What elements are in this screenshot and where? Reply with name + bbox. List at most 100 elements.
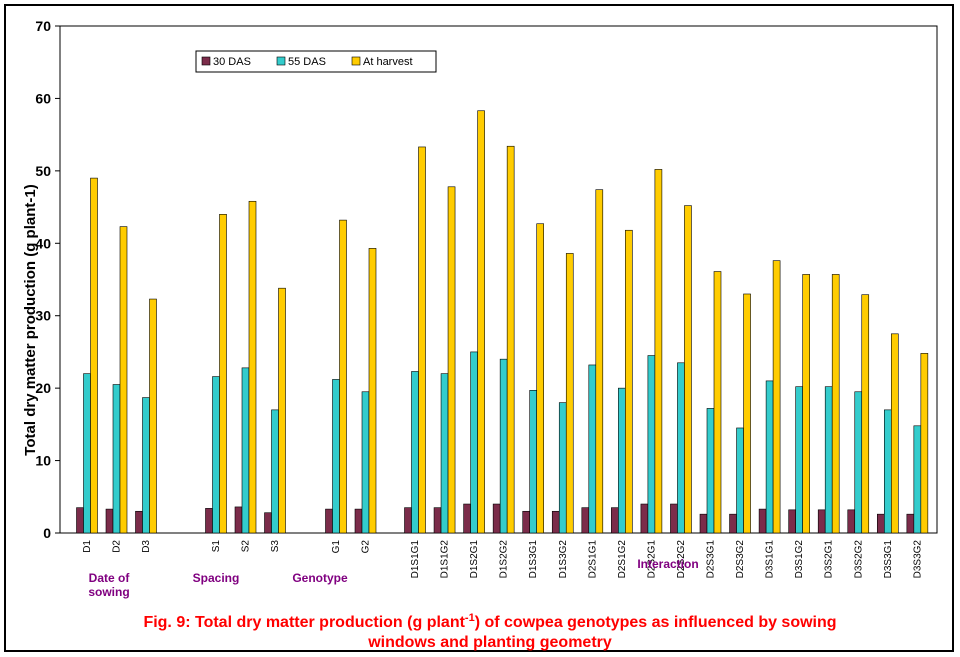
bar-1 bbox=[212, 376, 220, 534]
x-tick-label: D1 bbox=[82, 540, 93, 553]
bar-1 bbox=[736, 427, 744, 534]
x-tick-label: S1 bbox=[211, 540, 222, 553]
x-tick-label: D1S2G2 bbox=[499, 540, 510, 579]
bar-2 bbox=[743, 293, 751, 534]
bar-1 bbox=[588, 364, 597, 534]
group-label: Genotype bbox=[292, 571, 348, 585]
x-tick-label: S2 bbox=[241, 540, 252, 553]
x-tick-label: D3S1G2 bbox=[794, 540, 805, 579]
x-tick-label: D1S3G1 bbox=[528, 540, 539, 579]
bar-0 bbox=[325, 508, 333, 534]
bar-1 bbox=[529, 390, 538, 534]
bar-0 bbox=[699, 513, 708, 534]
bar-2 bbox=[248, 200, 257, 534]
bar-0 bbox=[234, 506, 243, 534]
bar-2 bbox=[684, 205, 692, 534]
bar-0 bbox=[492, 503, 501, 534]
bar-0 bbox=[758, 508, 767, 534]
bar-1 bbox=[499, 358, 508, 534]
x-tick-label: D2S1G2 bbox=[617, 540, 628, 579]
legend-label: 30 DAS bbox=[213, 56, 251, 68]
group-label: sowing bbox=[88, 585, 129, 599]
legend-swatch bbox=[276, 56, 286, 66]
x-tick-label: D3 bbox=[141, 540, 152, 553]
bar-2 bbox=[506, 145, 515, 534]
y-axis-label: Total dry matter production (g plant-1) bbox=[22, 184, 39, 455]
bar-0 bbox=[788, 509, 796, 534]
bar-2 bbox=[119, 226, 128, 534]
bar-0 bbox=[404, 507, 412, 534]
bar-1 bbox=[241, 367, 250, 534]
bar-1 bbox=[913, 425, 922, 534]
bar-1 bbox=[470, 351, 478, 534]
bar-0 bbox=[611, 507, 619, 534]
caption-text-a: Fig. 9: Total dry matter production (g p… bbox=[143, 614, 465, 631]
x-tick-label: D2S2G2 bbox=[676, 540, 687, 579]
bar-0 bbox=[670, 503, 678, 534]
legend-box bbox=[195, 50, 437, 73]
x-tick-label: D3S1G1 bbox=[765, 540, 776, 579]
bar-1 bbox=[112, 384, 121, 534]
bar-2 bbox=[339, 219, 347, 534]
bar-2 bbox=[625, 229, 633, 534]
bar-1 bbox=[765, 380, 774, 534]
bar-2 bbox=[831, 274, 840, 534]
bar-2 bbox=[595, 189, 604, 534]
group-label: Spacing bbox=[193, 571, 240, 585]
legend-label: 55 DAS bbox=[288, 56, 326, 68]
x-tick-label: D3S2G2 bbox=[853, 540, 864, 579]
legend-swatch bbox=[351, 56, 361, 66]
x-tick-label: S3 bbox=[270, 540, 281, 553]
bar-2 bbox=[477, 110, 485, 534]
bar-1 bbox=[647, 355, 656, 534]
bar-1 bbox=[795, 386, 803, 534]
bar-0 bbox=[135, 510, 143, 534]
y-tick-label: 10 bbox=[35, 453, 51, 469]
bar-0 bbox=[76, 507, 84, 534]
x-tick-label: D1S2G1 bbox=[469, 540, 480, 579]
legend-label: At harvest bbox=[363, 56, 413, 68]
bar-1 bbox=[332, 379, 340, 534]
bar-0 bbox=[729, 513, 737, 534]
y-tick-label: 60 bbox=[35, 90, 51, 106]
bar-2 bbox=[772, 260, 781, 534]
x-tick-label: D2S2G1 bbox=[646, 540, 657, 579]
y-tick-label: 30 bbox=[35, 308, 51, 324]
bar-0 bbox=[551, 510, 560, 534]
bar-2 bbox=[713, 271, 722, 534]
x-tick-label: D3S3G1 bbox=[883, 540, 894, 579]
plot-area: 0 10 20 30 40 50 60 70 D1 D2 D3 S1 S2 S3 G1 G2 D1S1G1 D1S… bbox=[35, 18, 938, 599]
x-tick-label: D3S2G1 bbox=[824, 540, 835, 579]
bar-2 bbox=[368, 248, 377, 534]
bar-2 bbox=[149, 298, 157, 534]
bar-2 bbox=[861, 294, 870, 534]
y-tick-label: 20 bbox=[35, 380, 51, 396]
x-tick-label: D2 bbox=[112, 540, 123, 553]
bar-0 bbox=[817, 509, 826, 534]
x-tick-label: D1S3G2 bbox=[558, 540, 569, 579]
bar-1 bbox=[142, 397, 150, 534]
bar-1 bbox=[83, 373, 91, 534]
figure-caption-line2: windows and planting geometry bbox=[367, 634, 612, 651]
bar-2 bbox=[418, 146, 426, 534]
bar-0 bbox=[640, 503, 649, 534]
y-tick-label: 70 bbox=[35, 18, 51, 34]
bar-2 bbox=[536, 223, 545, 534]
bar-2 bbox=[278, 287, 286, 534]
x-tick-label: D3S3G2 bbox=[912, 540, 923, 579]
bar-0 bbox=[354, 508, 363, 534]
x-tick-label: D2S1G1 bbox=[587, 540, 598, 579]
x-tick-label: D1S1G2 bbox=[440, 540, 451, 579]
bar-2 bbox=[654, 169, 663, 534]
bar-1 bbox=[824, 386, 833, 534]
bar-0 bbox=[522, 510, 531, 534]
bar-1 bbox=[883, 409, 892, 534]
bar-1 bbox=[440, 373, 449, 534]
bar-0 bbox=[264, 512, 272, 534]
caption-text-b: ) of cowpea genotypes as influenced by s… bbox=[475, 614, 837, 631]
y-tick-label: 40 bbox=[35, 235, 51, 251]
bar-1 bbox=[558, 402, 567, 534]
bar-0 bbox=[906, 513, 915, 534]
bar-2 bbox=[565, 253, 574, 534]
